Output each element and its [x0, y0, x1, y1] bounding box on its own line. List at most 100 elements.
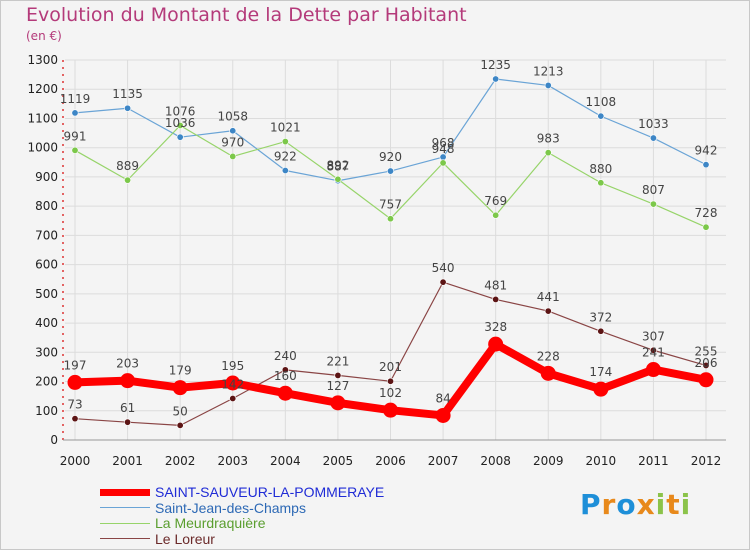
data-point	[124, 176, 132, 184]
data-label: 922	[274, 149, 297, 163]
data-label: 50	[173, 404, 188, 418]
data-point	[435, 407, 451, 423]
data-point	[544, 307, 552, 315]
data-label: 1108	[586, 95, 617, 109]
data-point	[702, 361, 710, 369]
data-label: 892	[326, 158, 349, 172]
data-point	[172, 380, 188, 396]
logo-letter: r	[601, 488, 617, 521]
data-label: 73	[67, 398, 82, 412]
data-label: 1119	[60, 92, 91, 106]
y-tick-label: 100	[35, 404, 58, 418]
data-label: 540	[432, 261, 455, 275]
data-point	[702, 223, 710, 231]
x-tick-label: 2008	[480, 454, 511, 468]
data-point	[698, 372, 714, 388]
proxiti-logo: Proxiti	[580, 488, 691, 521]
y-tick-label: 400	[35, 316, 58, 330]
data-label: 920	[379, 150, 402, 164]
data-point	[334, 371, 342, 379]
data-label: 1135	[112, 87, 143, 101]
data-point	[277, 385, 293, 401]
data-label: 889	[116, 159, 139, 173]
logo-letter: i	[680, 488, 692, 521]
data-point	[225, 375, 241, 391]
data-label: 307	[642, 329, 665, 343]
x-tick-label: 2006	[375, 454, 406, 468]
data-point	[281, 166, 289, 174]
data-label: 197	[64, 358, 87, 372]
data-point	[439, 278, 447, 286]
data-point	[71, 109, 79, 117]
data-point	[597, 179, 605, 187]
data-label: 1033	[638, 117, 669, 131]
legend-label: La Meurdraquière	[155, 515, 266, 531]
data-label: 174	[589, 365, 612, 379]
data-point	[649, 200, 657, 208]
data-label: 221	[326, 354, 349, 368]
legend-swatch	[100, 522, 150, 524]
data-label: 228	[537, 349, 560, 363]
legend-label: Saint-Jean-des-Champs	[155, 499, 306, 516]
x-tick-label: 2000	[60, 454, 91, 468]
data-label: 203	[116, 357, 139, 371]
data-label: 1213	[533, 64, 564, 78]
data-label: 195	[221, 359, 244, 373]
y-tick-label: 200	[35, 375, 58, 389]
data-point	[124, 418, 132, 426]
y-tick-label: 800	[35, 199, 58, 213]
data-point	[492, 75, 500, 83]
data-label: 1036	[165, 116, 196, 130]
legend-item: Le Loreur	[100, 531, 215, 547]
data-point	[120, 373, 136, 389]
data-label: 942	[695, 144, 718, 158]
x-tick-label: 2003	[217, 454, 248, 468]
data-label: 372	[589, 310, 612, 324]
data-point	[439, 159, 447, 167]
data-point	[488, 336, 504, 352]
data-label: 84	[435, 391, 450, 405]
x-tick-label: 2001	[112, 454, 143, 468]
data-point	[383, 402, 398, 418]
x-tick-label: 2010	[586, 454, 617, 468]
y-tick-label: 900	[35, 170, 58, 184]
data-point	[649, 346, 657, 354]
data-point	[593, 381, 609, 397]
data-point	[229, 152, 237, 160]
x-tick-label: 2009	[533, 454, 564, 468]
x-tick-label: 2004	[270, 454, 301, 468]
data-point	[124, 104, 132, 112]
data-point	[649, 134, 657, 142]
data-label: 887	[326, 160, 349, 174]
data-point	[702, 161, 710, 169]
data-label: 241	[642, 346, 665, 360]
data-point	[176, 121, 184, 129]
data-label: 807	[642, 183, 665, 197]
data-point	[540, 365, 556, 381]
data-label: 201	[379, 360, 402, 374]
data-point	[492, 211, 500, 219]
y-tick-label: 1000	[27, 141, 58, 155]
data-label: 769	[484, 194, 507, 208]
data-label: 255	[695, 344, 718, 358]
logo-letter: o	[616, 488, 637, 521]
chart-title: Evolution du Montant de la Dette par Hab…	[26, 4, 467, 26]
data-point	[334, 175, 342, 183]
data-point	[71, 146, 79, 154]
legend-label: SAINT-SAUVEUR-LA-POMMERAYE	[155, 484, 385, 500]
data-label: 880	[589, 162, 612, 176]
logo-letter: x	[636, 488, 656, 521]
y-tick-label: 1100	[27, 111, 58, 125]
data-point	[229, 127, 237, 135]
x-tick-label: 2007	[428, 454, 459, 468]
chart-unit: (en €)	[26, 29, 62, 43]
data-label: 983	[537, 132, 560, 146]
x-tick-label: 2011	[638, 454, 669, 468]
data-point	[386, 215, 394, 223]
data-label: 179	[169, 364, 192, 378]
data-label: 206	[695, 356, 718, 370]
data-point	[71, 415, 79, 423]
data-label: 61	[120, 401, 135, 415]
data-label: 102	[379, 386, 402, 400]
